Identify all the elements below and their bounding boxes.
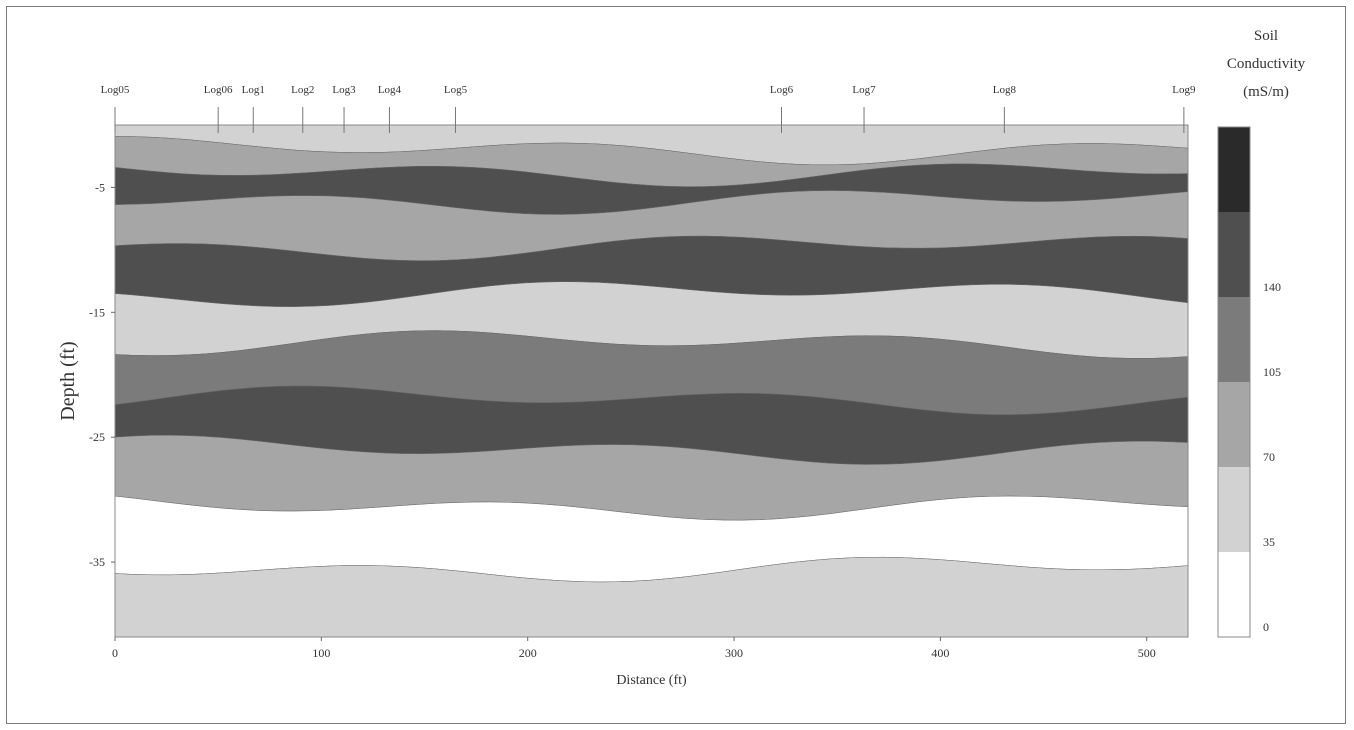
x-tick-label: 400 [931,646,949,660]
colorbar-title: (mS/m) [1243,84,1289,100]
y-tick-label: -5 [95,180,105,194]
x-tick-label: 300 [725,646,743,660]
contour-fills [115,125,1188,637]
y-tick-label: -15 [89,305,105,319]
colorbar-bin [1218,467,1250,552]
colorbar-bin [1218,212,1250,297]
colorbar-bin [1218,552,1250,637]
x-tick-label: 200 [519,646,537,660]
colorbar-title: Soil [1254,28,1278,44]
log-label: Log9 [1172,84,1196,96]
x-tick-label: 100 [312,646,330,660]
log-label: Log1 [242,84,265,96]
log-label: Log6 [770,84,794,96]
y-tick-label: -35 [89,555,105,569]
log-label: Log05 [101,84,130,96]
colorbar-bin [1218,127,1250,212]
log-label: Log2 [291,84,314,96]
colorbar-title: Conductivity [1227,56,1306,72]
log-label: Log7 [852,84,876,96]
x-axis-title: Distance (ft) [616,673,687,688]
log-label: Log3 [332,84,356,96]
x-tick-label: 500 [1138,646,1156,660]
colorbar-tick-label: 105 [1263,365,1281,379]
x-tick-label: 0 [112,646,118,660]
y-axis-title: Depth (ft) [57,341,79,420]
log-label: Log06 [204,84,233,96]
colorbar-tick-label: 0 [1263,620,1269,634]
colorbar-bin [1218,297,1250,382]
colorbar-tick-label: 140 [1263,280,1281,294]
log-label: Log8 [993,84,1017,96]
colorbar-tick-label: 35 [1263,535,1275,549]
log-label: Log5 [444,84,468,96]
log-label: Log4 [378,84,402,96]
colorbar: 0 35 70 105 140 Soil Conductivity (mS/m) [1218,28,1306,637]
colorbar-bin [1218,382,1250,467]
y-tick-label: -25 [89,430,105,444]
colorbar-tick-label: 70 [1263,450,1275,464]
